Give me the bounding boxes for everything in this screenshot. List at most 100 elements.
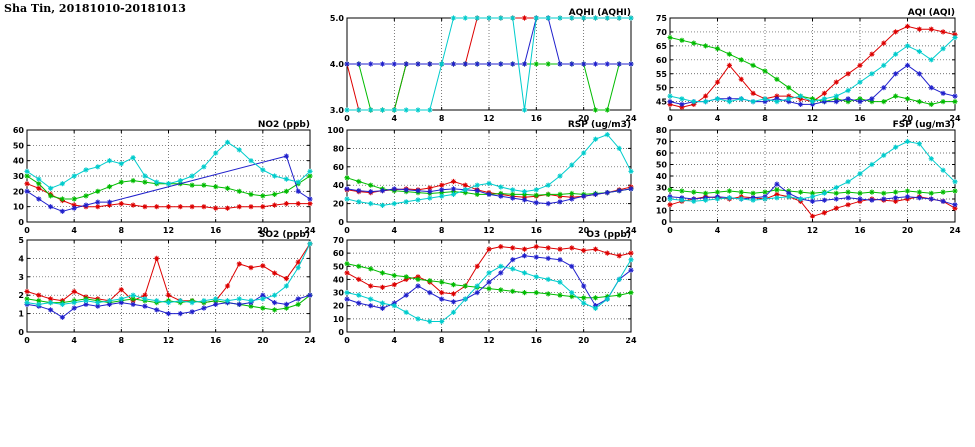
svg-text:50: 50 (13, 141, 25, 150)
svg-text:16: 16 (531, 226, 543, 235)
svg-text:75: 75 (656, 14, 668, 23)
svg-text:SO2 (ppb): SO2 (ppb) (259, 230, 310, 240)
svg-text:10: 10 (333, 315, 345, 324)
svg-text:70: 70 (333, 236, 345, 245)
svg-text:16: 16 (531, 336, 543, 345)
svg-text:NO2 (ppb): NO2 (ppb) (258, 120, 310, 130)
series-cyan-markers (344, 257, 634, 325)
svg-text:50: 50 (656, 161, 668, 170)
svg-text:60: 60 (333, 163, 345, 172)
svg-text:70: 70 (656, 138, 668, 147)
svg-text:16: 16 (854, 114, 866, 123)
svg-text:24: 24 (949, 114, 961, 123)
svg-text:0: 0 (667, 114, 673, 123)
svg-text:60: 60 (656, 56, 668, 65)
svg-text:16: 16 (210, 226, 222, 235)
svg-text:80: 80 (333, 144, 345, 153)
svg-text:12: 12 (807, 226, 818, 235)
svg-text:0: 0 (344, 336, 350, 345)
svg-text:FSP (ug/m3): FSP (ug/m3) (893, 120, 955, 130)
svg-text:20: 20 (578, 226, 590, 235)
svg-text:80: 80 (656, 126, 668, 135)
svg-text:4: 4 (71, 336, 77, 345)
svg-text:8: 8 (439, 336, 445, 345)
svg-text:0: 0 (338, 218, 344, 227)
svg-text:20: 20 (902, 114, 914, 123)
svg-text:4: 4 (392, 226, 398, 235)
series-cyan-markers (24, 139, 313, 191)
svg-text:8: 8 (119, 336, 125, 345)
svg-text:1: 1 (18, 310, 24, 319)
svg-text:24: 24 (625, 226, 637, 235)
series-blue-markers (24, 153, 313, 214)
svg-text:20: 20 (333, 302, 345, 311)
svg-text:20: 20 (656, 195, 668, 204)
svg-text:20: 20 (578, 336, 590, 345)
svg-text:70: 70 (656, 28, 668, 37)
svg-text:20: 20 (257, 226, 269, 235)
chart-fsp: 0 4 8 12 16 20 24 0 10 20 30 40 50 60 70 80 FSP (ug/m3) (644, 117, 969, 241)
series-green-line (669, 37, 955, 105)
svg-text:0: 0 (338, 328, 344, 337)
svg-text:0: 0 (18, 218, 24, 227)
chart-rsp: 0 4 8 12 16 20 24 0 20 40 60 80 100 RSP (ug/m3) (321, 117, 645, 241)
svg-text:24: 24 (949, 226, 961, 235)
svg-text:20: 20 (13, 187, 25, 196)
svg-text:4: 4 (18, 254, 24, 263)
svg-text:20: 20 (902, 226, 914, 235)
svg-text:50: 50 (333, 262, 345, 271)
svg-text:4.0: 4.0 (330, 60, 345, 69)
svg-text:40: 40 (656, 172, 668, 181)
series-cyan-markers (667, 34, 958, 105)
svg-text:0: 0 (24, 226, 30, 235)
chart-aqi: 0 4 8 12 16 20 24 45 50 55 60 65 70 75 AQI (AQI) (644, 5, 969, 129)
svg-text:AQI (AQI): AQI (AQI) (908, 8, 955, 18)
svg-text:3.0: 3.0 (330, 106, 345, 115)
svg-text:30: 30 (13, 172, 25, 181)
svg-text:16: 16 (854, 226, 866, 235)
chart-no2: 0 4 8 12 16 20 24 0 10 20 30 40 50 60 NO2 (ppb) (1, 117, 324, 241)
svg-text:0: 0 (344, 226, 350, 235)
chart-canvas: 0 4 8 12 16 20 24 0 10 20 30 40 50 60 70 O3 (ppb) (333, 230, 637, 345)
svg-text:20: 20 (257, 336, 269, 345)
svg-text:60: 60 (13, 126, 25, 135)
svg-text:AQHI (AQHI): AQHI (AQHI) (569, 8, 631, 18)
svg-text:16: 16 (210, 336, 222, 345)
svg-text:O3 (ppb): O3 (ppb) (586, 230, 631, 240)
svg-text:20: 20 (333, 200, 345, 209)
svg-text:4: 4 (392, 336, 398, 345)
svg-text:50: 50 (656, 84, 668, 93)
svg-text:12: 12 (163, 336, 174, 345)
svg-text:24: 24 (304, 226, 316, 235)
svg-text:40: 40 (333, 181, 345, 190)
svg-text:30: 30 (333, 289, 345, 298)
svg-text:24: 24 (625, 336, 637, 345)
svg-text:24: 24 (304, 336, 316, 345)
svg-text:4: 4 (71, 226, 77, 235)
series-cyan-markers (667, 138, 958, 204)
series-blue-markers (344, 15, 634, 67)
svg-text:40: 40 (13, 157, 25, 166)
svg-text:12: 12 (483, 336, 494, 345)
page-title: Sha Tin, 20181010-20181013 (4, 2, 186, 15)
svg-text:24: 24 (625, 114, 637, 123)
svg-text:60: 60 (656, 149, 668, 158)
svg-text:8: 8 (762, 114, 768, 123)
svg-text:10: 10 (13, 203, 25, 212)
series-cyan-markers (24, 241, 313, 307)
chart-o3: 0 4 8 12 16 20 24 0 10 20 30 40 50 60 70 O3 (ppb) (321, 227, 645, 351)
series-cyan-markers (344, 132, 634, 208)
chart-canvas: 0 4 8 12 16 20 24 0 10 20 30 40 50 60 NO2 (ppb) (13, 120, 316, 235)
svg-text:20: 20 (578, 114, 590, 123)
svg-text:4: 4 (715, 114, 721, 123)
svg-text:0: 0 (18, 328, 24, 337)
svg-text:30: 30 (656, 184, 668, 193)
svg-text:10: 10 (656, 207, 668, 216)
chart-aqhi: 0 4 8 12 16 20 24 3.0 4.0 5.0 AQHI (AQHI) (321, 5, 645, 129)
chart-canvas: 0 4 8 12 16 20 24 3.0 4.0 5.0 AQHI (AQHI) (330, 8, 637, 123)
svg-text:45: 45 (656, 98, 668, 107)
svg-text:0: 0 (667, 226, 673, 235)
svg-text:12: 12 (483, 114, 494, 123)
